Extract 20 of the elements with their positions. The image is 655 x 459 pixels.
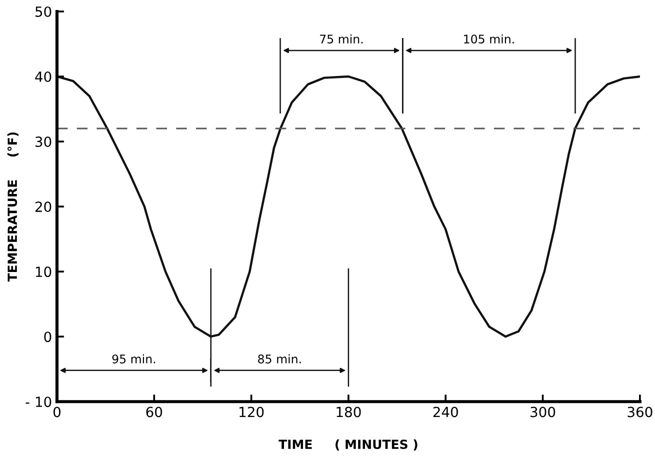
annotation: 85 min. [258,354,301,364]
annotation: 75 min. [320,34,363,44]
x-tick-label: 300 [530,406,556,418]
y-tick-label: 50 [36,6,52,17]
annotation: 105 min. [464,34,514,44]
x-axis-title: TIME ( MINUTES ) [278,439,418,451]
x-tick-label: 60 [146,406,162,418]
x-tick-label: 0 [53,406,60,418]
x-tick-label: 240 [433,406,458,418]
y-tick-label: 0 [44,332,52,342]
x-tick-label: 360 [628,406,652,418]
x-tick-label: 120 [240,406,264,418]
y-tick-label: 20 [35,202,52,212]
y-tick-label: 40 [35,71,52,82]
y-tick-label: 30 [36,136,52,147]
y-tick-label: 10 [36,266,52,278]
x-tick-label: 180 [336,406,361,418]
y-axis-title: TEMPERATURE (°F) [7,132,19,282]
annotation: 95 min. [112,354,156,364]
y-tick-label: - 10 [26,396,52,408]
